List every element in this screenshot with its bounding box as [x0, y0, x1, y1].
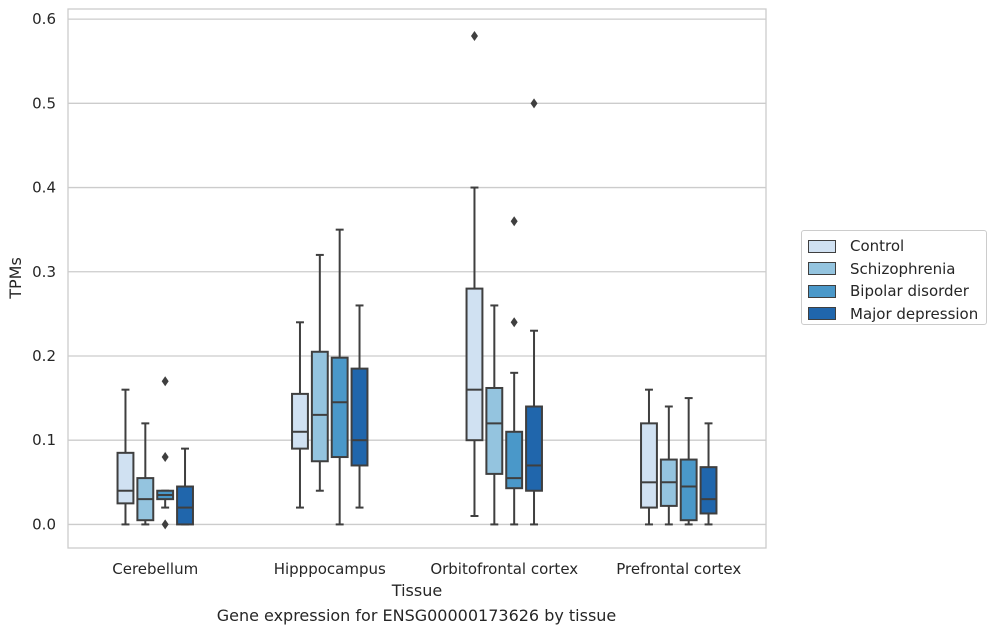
- box-2-3: [525, 98, 543, 526]
- box-1-3: [350, 304, 369, 509]
- box-iqr: [116, 451, 135, 505]
- legend-label: Bipolar disorder: [850, 282, 969, 301]
- box-iqr: [505, 430, 524, 490]
- y-tick-label: 0.4: [32, 179, 56, 197]
- y-axis-label: TPMs: [6, 257, 25, 300]
- box-3-0: [640, 388, 658, 526]
- box-iqr: [679, 458, 698, 522]
- outlier-point: [510, 216, 518, 227]
- y-axis-ticks: 0.0 0.1 0.2 0.3 0.4 0.5 0.6: [32, 10, 56, 533]
- box-0-3: [176, 447, 194, 526]
- figure-caption: Gene expression for ENSG00000173626 by t…: [216, 606, 617, 625]
- x-tick-label: Cerebellum: [112, 560, 198, 578]
- legend-label: Major depression: [850, 304, 979, 323]
- y-tick-label: 0.6: [32, 10, 56, 28]
- box-iqr: [525, 405, 543, 492]
- box-0-1: [136, 422, 155, 526]
- box-3-2: [679, 397, 698, 526]
- box-iqr: [640, 422, 658, 509]
- x-tick-label: Hipppocampus: [274, 560, 386, 578]
- box-iqr: [465, 287, 484, 442]
- x-tick-label: Prefrontal cortex: [616, 560, 741, 578]
- box-1-2: [330, 228, 349, 526]
- box-1-1: [310, 253, 329, 492]
- x-axis-ticks: Cerebellum Hipppocampus Orbitofrontal cort…: [112, 560, 741, 578]
- legend-item: Bipolar disorder: [808, 280, 986, 303]
- box-iqr: [485, 386, 504, 475]
- y-tick-label: 0.1: [32, 431, 56, 449]
- y-tick-label: 0.5: [32, 94, 56, 112]
- box-iqr: [330, 356, 349, 459]
- outlier-point: [530, 98, 538, 109]
- x-tick-label: Orbitofrontal cortex: [430, 560, 578, 578]
- box-groups: [116, 30, 718, 530]
- legend-swatch: [808, 262, 836, 276]
- outlier-point: [161, 519, 169, 530]
- plot-frame: [67, 8, 767, 549]
- box-iqr: [699, 466, 718, 515]
- box-iqr: [310, 350, 329, 463]
- box-3-3: [699, 422, 718, 526]
- chart-legend: Control Schizophrenia Bipolar disorder Majo…: [801, 230, 987, 325]
- box-iqr: [176, 485, 194, 526]
- box-iqr: [350, 367, 369, 467]
- outlier-point: [161, 452, 169, 463]
- legend-item: Control: [808, 235, 986, 258]
- legend-swatch: [808, 307, 836, 321]
- box-2-2: [505, 216, 524, 526]
- y-tick-label: 0.2: [32, 347, 56, 365]
- legend-swatch: [808, 239, 836, 253]
- legend-item: Schizophrenia: [808, 258, 986, 281]
- box-0-0: [116, 388, 135, 526]
- y-tick-label: 0.3: [32, 263, 56, 281]
- box-2-0: [465, 30, 484, 517]
- outlier-point: [510, 317, 518, 328]
- box-iqr: [291, 392, 309, 450]
- box-3-1: [659, 405, 678, 526]
- legend-swatch: [808, 284, 836, 298]
- legend-item: Major depression: [808, 303, 986, 326]
- y-tick-label: 0.0: [32, 515, 56, 533]
- outlier-point: [470, 30, 478, 41]
- outlier-point: [161, 376, 169, 387]
- legend-label: Control: [850, 237, 905, 256]
- legend-label: Schizophrenia: [850, 259, 956, 278]
- box-1-0: [291, 321, 309, 509]
- x-axis-label: Tissue: [391, 581, 442, 600]
- box-0-2: [156, 376, 175, 530]
- box-2-1: [485, 304, 504, 526]
